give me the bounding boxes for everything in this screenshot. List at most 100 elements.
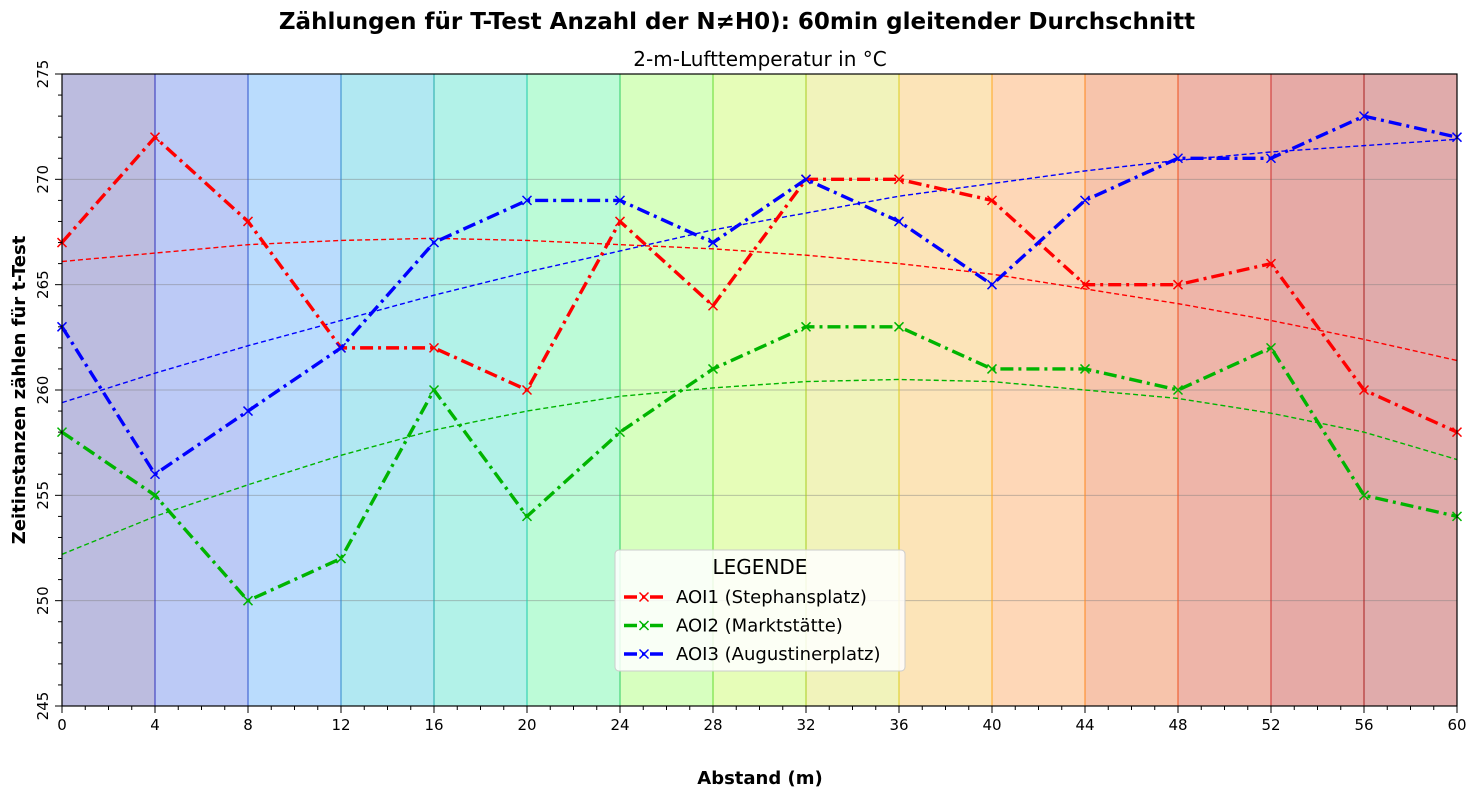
trend-line — [61, 378, 1458, 555]
data-point-marker — [521, 384, 533, 396]
x-tick-label: 20 — [517, 716, 536, 734]
data-point-marker — [521, 511, 533, 522]
data-point-marker — [1358, 490, 1370, 501]
data-point-marker — [707, 363, 719, 374]
chart-subtitle: 2-m-Lufttemperatur in °C — [633, 47, 886, 71]
y-tick-label: 275 — [34, 60, 52, 89]
legend: LEGENDE AOI1 (Stephansplatz) AOI2 (Markts… — [614, 549, 906, 672]
series-line — [61, 325, 1458, 603]
x-tick-label: 28 — [703, 716, 722, 734]
data-point-marker — [986, 363, 998, 374]
data-point-marker — [521, 195, 533, 206]
trend-line — [61, 237, 1458, 362]
data-point-marker — [149, 132, 161, 143]
x-tick-label: 48 — [1168, 716, 1187, 734]
x-tick-label: 0 — [57, 716, 67, 734]
background-band — [992, 74, 1085, 706]
data-point-marker — [242, 216, 254, 227]
data-point-marker — [1358, 384, 1370, 396]
data-point-marker — [800, 174, 812, 185]
chart-title: Zählungen für T-Test Anzahl der N≠H0): 6… — [279, 9, 1195, 35]
data-point-marker — [242, 406, 254, 417]
data-point-marker — [1079, 195, 1091, 206]
x-tick-label: 12 — [331, 716, 350, 734]
legend-entry-label: AOI1 (Stephansplatz) — [676, 587, 867, 608]
data-point-marker — [1079, 279, 1091, 290]
legend-marker — [638, 620, 650, 631]
data-point-marker — [614, 195, 626, 206]
x-tick-label: 32 — [796, 716, 815, 734]
data-point-marker — [428, 342, 440, 353]
data-point-marker — [1265, 342, 1277, 353]
data-point-marker — [428, 384, 440, 396]
y-tick-label: 270 — [34, 165, 52, 194]
data-point-marker — [614, 216, 626, 227]
data-point-marker — [800, 321, 812, 332]
legend-items: AOI1 (Stephansplatz) AOI2 (Marktstätte) AO… — [624, 587, 881, 665]
data-point-marker — [707, 237, 719, 248]
x-tick-label: 24 — [610, 716, 629, 734]
data-point-marker — [986, 279, 998, 290]
series-line — [60, 114, 1458, 476]
data-point-marker — [707, 300, 719, 311]
legend-entry-label: AOI3 (Augustinerplatz) — [676, 644, 881, 665]
y-tick-label: 255 — [34, 481, 52, 510]
trend-lines — [61, 138, 1458, 555]
data-point-marker — [1358, 111, 1370, 122]
background-band — [62, 74, 155, 706]
y-tick-label: 265 — [34, 270, 52, 299]
series-lines — [56, 111, 1463, 606]
legend-title: LEGENDE — [713, 555, 808, 579]
background-band — [899, 74, 992, 706]
x-axis: 0 4 8 12 16 20 24 28 32 36 40 44 48 52 56 60 — [57, 706, 1467, 734]
legend-marker — [638, 591, 650, 603]
x-tick-label: 40 — [982, 716, 1001, 734]
data-point-marker — [149, 469, 161, 480]
y-tick-label: 245 — [34, 692, 52, 721]
legend-entry-label: AOI2 (Marktstätte) — [676, 616, 843, 637]
background-band — [1178, 74, 1271, 706]
data-point-marker — [1172, 279, 1184, 290]
series-line — [60, 135, 1458, 434]
x-tick-label: 52 — [1261, 716, 1280, 734]
data-point-marker — [986, 195, 998, 206]
data-point-marker — [1172, 384, 1184, 396]
background-band — [1271, 74, 1364, 706]
x-tick-label: 60 — [1447, 716, 1466, 734]
background-band — [1085, 74, 1178, 706]
background-band — [248, 74, 341, 706]
legend-box — [614, 549, 906, 672]
x-axis-label: Abstand (m) — [697, 768, 822, 789]
data-point-marker — [335, 342, 347, 353]
data-point-marker — [893, 216, 905, 227]
background-band — [155, 74, 248, 706]
y-tick-label: 250 — [34, 586, 52, 615]
trend-line — [61, 138, 1458, 404]
y-axis: 245 250 255 260 265 270 275 — [34, 60, 62, 721]
x-tick-label: 8 — [243, 716, 253, 734]
data-point-marker — [1079, 363, 1091, 374]
data-point-marker — [149, 490, 161, 501]
data-point-marker — [893, 174, 905, 185]
y-tick-label: 260 — [34, 376, 52, 405]
data-point-marker — [242, 595, 254, 606]
background-band — [1364, 74, 1457, 706]
x-tick-label: 4 — [150, 716, 160, 734]
data-point-marker — [428, 237, 440, 248]
data-point-marker — [1172, 153, 1184, 164]
y-axis-label: Zeitinstanzen zählen für t-Test — [9, 235, 30, 544]
background-band — [341, 74, 434, 706]
x-tick-label: 16 — [424, 716, 443, 734]
x-tick-label: 56 — [1354, 716, 1373, 734]
legend-marker — [638, 648, 650, 660]
background-band — [434, 74, 527, 706]
x-tick-label: 44 — [1075, 716, 1094, 734]
data-point-marker — [893, 321, 905, 332]
data-point-marker — [1265, 258, 1277, 269]
data-point-marker — [335, 553, 347, 564]
data-point-marker — [1265, 153, 1277, 164]
background-band — [527, 74, 620, 706]
x-tick-label: 36 — [889, 716, 908, 734]
